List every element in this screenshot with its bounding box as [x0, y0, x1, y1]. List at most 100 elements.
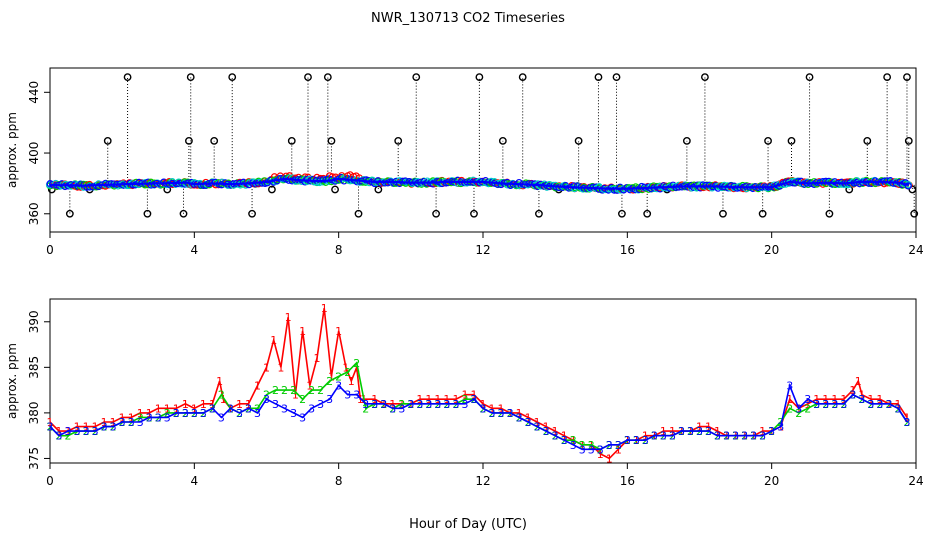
top-spike-point — [228, 73, 237, 82]
bottom-series-2-point: 2 — [65, 430, 72, 443]
top-spike-point — [612, 73, 621, 82]
bottom-series-3-point: 3 — [885, 398, 892, 411]
bottom-series-2-point: 2 — [317, 384, 324, 397]
bottom-series-1-point: 1 — [285, 311, 292, 324]
bottom-series-3-point: 3 — [624, 434, 631, 447]
bottom-series-1-point: 1 — [452, 393, 459, 406]
bottom-series-3-point: 3 — [804, 393, 811, 406]
bottom-series-1-point: 1 — [137, 407, 144, 420]
bottom-x-tick-label: 12 — [475, 474, 490, 488]
bottom-series-3-point: 3 — [516, 411, 523, 424]
bottom-series-3-point: 3 — [714, 430, 721, 443]
top-spike-point — [594, 73, 603, 82]
bottom-series-2-point: 2 — [164, 407, 171, 420]
bottom-series-3-point: 3 — [425, 398, 432, 411]
bottom-series-1-point: 1 — [759, 425, 766, 438]
bottom-series-3-point: 3 — [155, 411, 162, 424]
top-x-tick-label: 20 — [764, 243, 779, 257]
bottom-series-3-point: 3 — [777, 421, 784, 434]
top-spike-point — [432, 209, 440, 218]
top-spike-point — [904, 136, 913, 145]
bottom-series-3-point: 3 — [597, 443, 604, 456]
bottom-series-3-point: 3 — [74, 425, 81, 438]
x-axis-label: Hour of Day (UTC) — [409, 517, 527, 532]
bottom-series-1-point: 1 — [155, 402, 162, 415]
bottom-series-3-point: 3 — [678, 425, 685, 438]
bottom-series-1-point: 1 — [849, 384, 856, 397]
bottom-series-3-point: 3 — [407, 398, 414, 411]
bottom-series-1-point: 1 — [669, 425, 676, 438]
bottom-series-3-point: 3 — [254, 407, 261, 420]
bottom-series-1-point: 1 — [434, 393, 441, 406]
bottom-x-tick-label: 16 — [620, 474, 635, 488]
bottom-series-1-point: 1 — [867, 393, 874, 406]
top-spike-point — [535, 209, 543, 218]
bottom-series-2-point: 2 — [326, 375, 333, 388]
top-x-tick-label: 24 — [908, 243, 923, 257]
bottom-series-1-point: 1 — [443, 393, 450, 406]
bottom-series-1-point: 1 — [615, 443, 622, 456]
bottom-series-1-point: 1 — [254, 380, 261, 393]
bottom-series-2-point: 2 — [263, 389, 270, 402]
top-spike-point — [210, 136, 219, 145]
bottom-series-2-point: 2 — [335, 370, 342, 383]
bottom-series-3-point: 3 — [227, 402, 234, 415]
top-spike-point — [470, 209, 478, 218]
top-baseline-line — [49, 177, 910, 190]
bottom-series-3-point: 3 — [579, 443, 586, 456]
top-spike-point — [787, 136, 796, 145]
bottom-series-3-point: 3 — [380, 398, 387, 411]
bottom-series-3-point: 3 — [209, 402, 216, 415]
bottom-series-1-point: 1 — [525, 411, 532, 424]
top-x-tick-label: 16 — [620, 243, 635, 257]
top-spike-point — [883, 73, 892, 82]
top-baseline-point — [377, 179, 385, 187]
top-spike-point — [186, 73, 195, 82]
bottom-series-3-point: 3 — [687, 425, 694, 438]
bottom-series-3-point: 3 — [335, 380, 342, 393]
bottom-y-tick-label: 380 — [27, 401, 41, 424]
bottom-series-1-point: 1 — [182, 398, 189, 411]
bottom-series-3-point: 3 — [344, 389, 351, 402]
bottom-series-1-point: 1 — [470, 389, 477, 402]
bottom-series-3-point: 3 — [822, 398, 829, 411]
bottom-series-1-point: 1 — [705, 421, 712, 434]
bottom-series-3-point: 3 — [606, 439, 613, 452]
top-baseline-point — [95, 182, 103, 191]
bottom-series-1-line — [49, 307, 908, 460]
bottom-series-3-point: 3 — [83, 425, 90, 438]
bottom-series-3-point: 3 — [759, 430, 766, 443]
bottom-series-1-point: 1 — [855, 375, 862, 388]
bottom-y-axis-label: approx. ppm — [5, 343, 19, 419]
bottom-series-3-point: 3 — [561, 434, 568, 447]
top-spike-point — [374, 185, 383, 194]
bottom-series-3-point: 3 — [281, 402, 288, 415]
top-spike-point — [331, 185, 339, 194]
bottom-series-1-point: 1 — [642, 430, 649, 443]
top-spike-point — [179, 209, 188, 218]
bottom-series-2-point: 2 — [308, 384, 315, 397]
bottom-series-2-point: 2 — [281, 384, 288, 397]
top-spike-point — [758, 209, 767, 218]
bottom-series-3-point: 3 — [308, 402, 315, 415]
bottom-series-3-point: 3 — [119, 416, 126, 429]
bottom-series-1-point: 1 — [292, 389, 299, 402]
bottom-series-2-point: 2 — [290, 384, 297, 397]
bottom-series-3-point: 3 — [543, 425, 550, 438]
bottom-x-tick-label: 20 — [764, 474, 779, 488]
bottom-series-3-point: 3 — [128, 416, 135, 429]
bottom-series-2-point: 2 — [777, 416, 784, 429]
bottom-series-2-point: 2 — [398, 398, 405, 411]
bottom-series-1-point: 1 — [660, 425, 667, 438]
bottom-series-2-point: 2 — [299, 393, 306, 406]
bottom-series-2-point: 2 — [786, 402, 793, 415]
bottom-series-1-point: 1 — [840, 393, 847, 406]
top-y-tick-label: 400 — [27, 142, 41, 165]
bottom-series-3-point: 3 — [552, 430, 559, 443]
bottom-series-1-point: 1 — [858, 389, 865, 402]
bottom-series-1-point: 1 — [277, 361, 284, 374]
bottom-series-3-point: 3 — [876, 398, 883, 411]
bottom-series-1-point: 1 — [164, 402, 171, 415]
bottom-series-2-point: 2 — [795, 407, 802, 420]
